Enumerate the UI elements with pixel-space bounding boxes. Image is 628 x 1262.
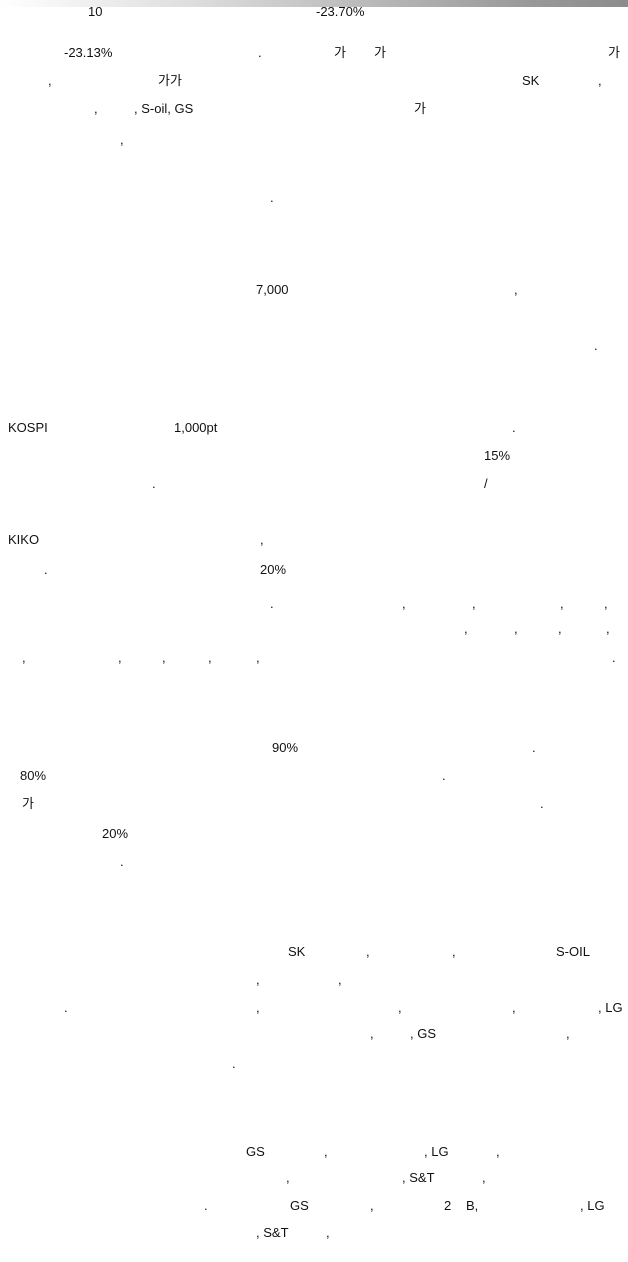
text-fragment: , — [256, 650, 260, 665]
text-fragment: -23.70% — [316, 4, 365, 19]
text-fragment: , — [260, 532, 264, 547]
text-fragment: . — [270, 596, 274, 611]
text-fragment: . — [532, 740, 536, 755]
text-fragment: . — [612, 650, 616, 665]
text-fragment: , — [208, 650, 212, 665]
text-fragment: 90% — [272, 740, 299, 755]
text-fragment: . — [442, 768, 446, 783]
header-gradient-bar — [0, 0, 628, 7]
text-fragment: 가 — [334, 45, 346, 60]
text-fragment: 2 — [444, 1198, 452, 1213]
text-fragment: SK — [288, 944, 306, 959]
text-fragment: , — [496, 1144, 500, 1159]
text-fragment: , — [338, 972, 342, 987]
text-fragment: , — [366, 944, 370, 959]
text-fragment: , — [162, 650, 166, 665]
text-fragment: . — [540, 796, 544, 811]
text-fragment: . — [152, 476, 156, 491]
text-fragment: , S&T — [256, 1225, 289, 1240]
text-fragment: 가 — [608, 45, 620, 60]
text-fragment: , S-oil, GS — [134, 101, 194, 116]
text-fragment: , — [286, 1170, 290, 1185]
text-fragment: GS — [246, 1144, 265, 1159]
text-fragment: , — [560, 596, 564, 611]
text-fragment: 1,000pt — [174, 420, 218, 435]
text-fragment: , S&T — [402, 1170, 435, 1185]
text-fragment: 80% — [20, 768, 47, 783]
text-fragment: , — [604, 596, 608, 611]
text-fragment: , — [482, 1170, 486, 1185]
text-fragment: S-OIL — [556, 944, 590, 959]
text-fragment: , LG — [598, 1000, 623, 1015]
text-fragment: . — [232, 1056, 236, 1071]
text-fragment: , — [120, 132, 124, 147]
text-fragment: , — [22, 650, 26, 665]
text-fragment: , — [324, 1144, 328, 1159]
text-fragment: , — [606, 621, 610, 636]
text-fragment: , — [48, 73, 52, 88]
text-fragment: , — [472, 596, 476, 611]
text-fragment: 가가 — [158, 73, 182, 88]
text-fragment: 가 — [374, 45, 386, 60]
text-fragment: , — [256, 972, 260, 987]
text-fragment: . — [44, 562, 48, 577]
text-fragment: . — [512, 420, 516, 435]
text-fragment: , — [566, 1026, 570, 1041]
text-fragment: , — [514, 621, 518, 636]
text-fragment: . — [270, 190, 274, 205]
text-fragment: . — [204, 1198, 208, 1213]
text-fragment: 20% — [102, 826, 129, 841]
text-fragment: . — [594, 338, 598, 353]
text-fragment: SK — [522, 73, 540, 88]
text-fragment: 7,000 — [256, 282, 289, 297]
text-fragment: , LG — [580, 1198, 605, 1213]
text-fragment: 가 — [414, 101, 426, 116]
text-fragment: , — [402, 596, 406, 611]
text-fragment: , — [326, 1225, 330, 1240]
text-fragment: GS — [290, 1198, 309, 1213]
text-fragment: KOSPI — [8, 420, 48, 435]
text-fragment: , — [558, 621, 562, 636]
text-fragment: 10 — [88, 4, 103, 19]
text-fragment: , — [512, 1000, 516, 1015]
text-fragment: . — [258, 45, 262, 60]
text-fragment: , — [94, 101, 98, 116]
text-fragment: , GS — [410, 1026, 437, 1041]
text-fragment: , — [464, 621, 468, 636]
text-fragment: , — [118, 650, 122, 665]
text-fragment: , — [256, 1000, 260, 1015]
text-fragment: , — [598, 73, 602, 88]
text-fragment: 15% — [484, 448, 511, 463]
text-fragment: , — [370, 1198, 374, 1213]
text-fragment: , — [398, 1000, 402, 1015]
text-fragment: -23.13% — [64, 45, 113, 60]
text-fragment: 20% — [260, 562, 287, 577]
text-fragment: KIKO — [8, 532, 40, 547]
text-fragment: , LG — [424, 1144, 449, 1159]
text-fragment: , — [452, 944, 456, 959]
text-fragment: / — [484, 476, 488, 491]
text-fragment: , — [514, 282, 518, 297]
text-fragment: 가 — [22, 796, 34, 811]
text-fragment: . — [120, 854, 124, 869]
text-fragment: , — [370, 1026, 374, 1041]
text-fragment: B, — [466, 1198, 479, 1213]
text-fragment: . — [64, 1000, 68, 1015]
